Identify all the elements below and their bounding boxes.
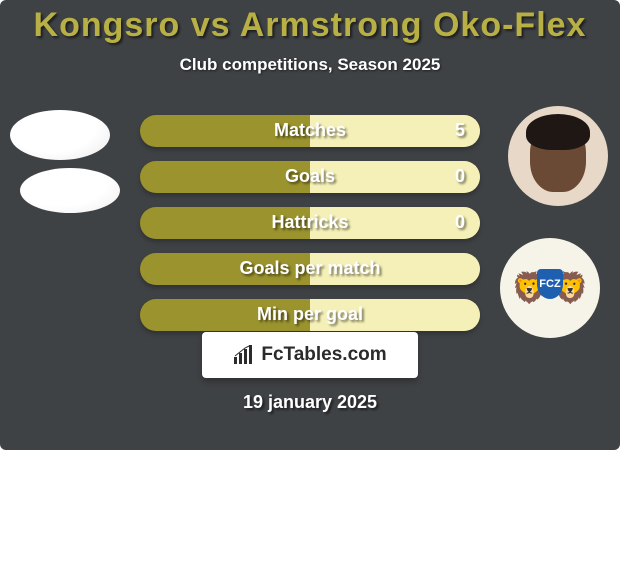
stat-row: Matches5: [0, 108, 620, 154]
page-title: Kongsro vs Armstrong Oko-Flex: [0, 6, 620, 45]
comparison-card: Kongsro vs Armstrong Oko-Flex Club compe…: [0, 0, 620, 450]
stat-row: Hattricks0: [0, 200, 620, 246]
stat-value-right: 0: [455, 212, 465, 233]
stat-bar-track: [140, 253, 480, 285]
stats-list: Matches5Goals0Hattricks0Goals per matchM…: [0, 108, 620, 338]
brand-badge: FcTables.com: [202, 332, 418, 378]
stat-bar-track: [140, 115, 480, 147]
stat-bar-track: [140, 161, 480, 193]
stat-bar-track: [140, 299, 480, 331]
stat-value-right: 0: [455, 166, 465, 187]
stat-value-right: 5: [455, 120, 465, 141]
stat-bar-right: [310, 299, 480, 331]
stat-bar-right: [310, 253, 480, 285]
page-subtitle: Club competitions, Season 2025: [0, 55, 620, 75]
stat-row: Goals0: [0, 154, 620, 200]
stat-bar-track: [140, 207, 480, 239]
brand-text: FcTables.com: [261, 344, 386, 366]
date-text: 19 january 2025: [0, 392, 620, 413]
stat-row: Goals per match: [0, 246, 620, 292]
brand-chart-icon: [233, 345, 255, 365]
